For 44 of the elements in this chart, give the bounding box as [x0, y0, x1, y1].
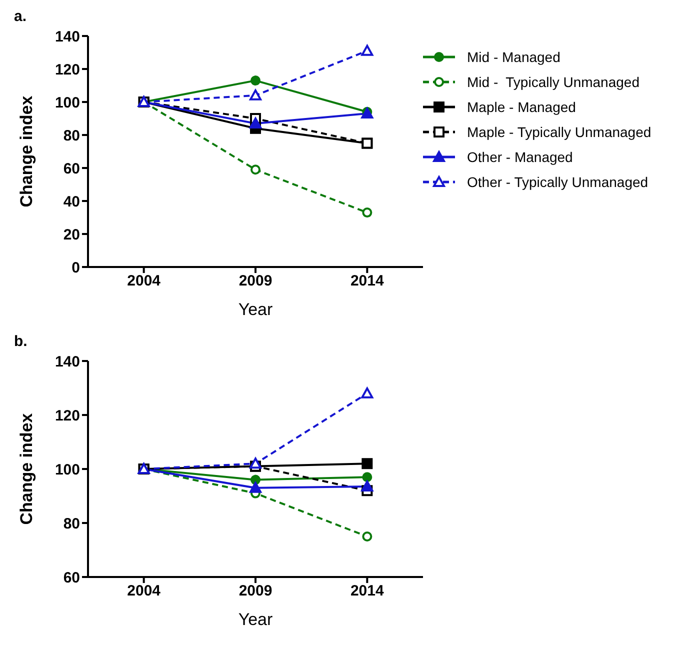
- point: [362, 458, 373, 470]
- y-tick-label: 20: [63, 226, 80, 244]
- x-tick-label: 2009: [238, 582, 272, 600]
- point: [362, 532, 372, 542]
- point: [361, 480, 374, 492]
- y-axis-title: Change index: [17, 95, 36, 208]
- y-tick-label: 120: [54, 407, 80, 424]
- legend-label: Mid - Managed: [467, 48, 560, 64]
- legend-label: Mid - Typically Unmanaged: [467, 74, 640, 90]
- y-tick-label: 40: [63, 193, 80, 210]
- y-axis-title: Change index: [17, 412, 36, 525]
- legend-label: Maple - Typically Unmanaged: [467, 124, 652, 140]
- y-tick-label: 60: [63, 160, 80, 178]
- point: [250, 482, 262, 493]
- point: [250, 89, 262, 100]
- point: [250, 164, 260, 175]
- y-tick-label: 100: [54, 461, 80, 478]
- legend-label: Maple - Managed: [467, 98, 576, 114]
- legend-label: Other - Typically Unmanaged: [467, 174, 648, 190]
- chart-title: a.: [13, 8, 28, 27]
- point: [250, 117, 262, 128]
- x-tick-label: 2009: [238, 272, 272, 290]
- y-tick-label: 0: [72, 259, 80, 276]
- x-axis-title: Year: [238, 610, 274, 630]
- y-tick-label: 60: [63, 569, 80, 586]
- x-tick-label: 2004: [127, 272, 162, 290]
- point: [361, 387, 374, 398]
- x-tick-label: 2004: [127, 582, 162, 600]
- chart-title: b.: [13, 333, 28, 352]
- y-tick-label: 140: [54, 28, 80, 46]
- x-axis-title: Year: [238, 300, 274, 320]
- x-tick-label: 2014: [350, 582, 385, 600]
- y-tick-label: 80: [63, 515, 80, 532]
- point: [250, 458, 262, 469]
- point: [362, 472, 372, 482]
- point: [362, 208, 372, 218]
- point: [250, 76, 260, 86]
- point: [361, 44, 374, 56]
- y-tick-label: 120: [54, 61, 80, 78]
- y-tick-label: 80: [63, 127, 80, 144]
- x-tick-label: 2014: [350, 272, 385, 290]
- legend-label: Other - Managed: [467, 148, 573, 164]
- y-tick-label: 100: [54, 94, 80, 112]
- y-tick-label: 140: [54, 353, 80, 370]
